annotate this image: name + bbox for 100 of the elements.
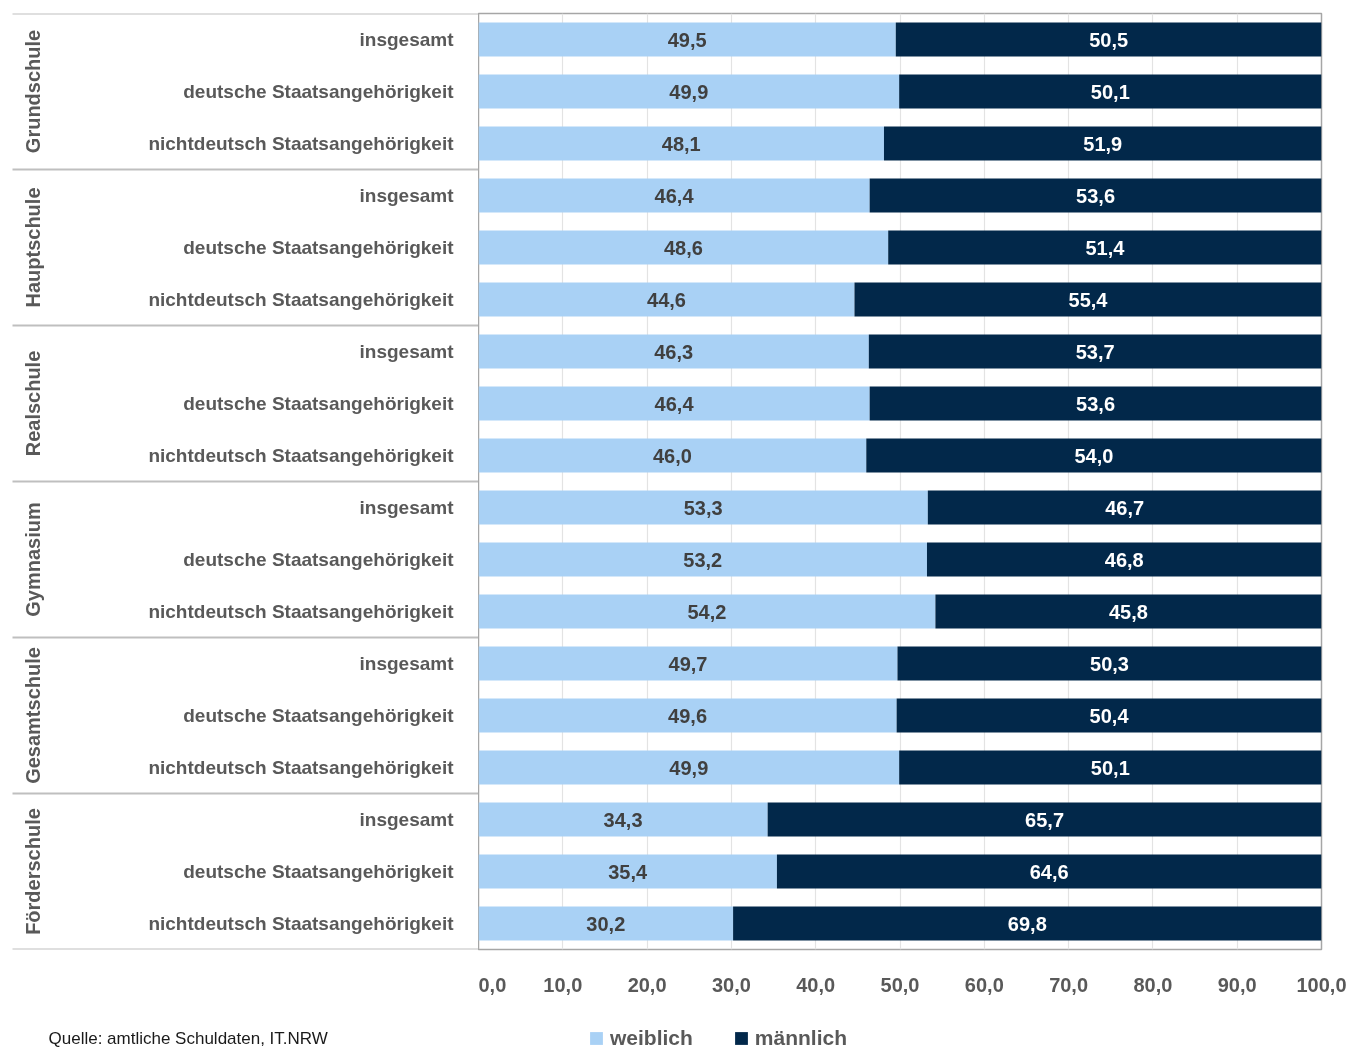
y-tick-label: insgesamt [359,809,455,830]
bar [935,594,1322,629]
bar [899,750,1322,785]
x-tick-label: 10,0 [543,973,583,996]
text: Grundschule [21,29,44,154]
data-label: 30,2 [586,912,626,935]
y-tick-label: deutsche Staatsangehörigkeit [183,861,455,882]
data-label: 50,1 [1090,756,1130,779]
text: Förderschule [21,808,44,935]
bar [478,386,870,421]
bar [866,438,1322,473]
bar [478,22,896,57]
bar [895,22,1322,57]
source-note: Quelle: amtliche Schuldaten, IT.NRW [48,1029,328,1048]
x-tick-label: 80,0 [1133,973,1173,996]
y-tick-label: insgesamt [359,341,455,362]
data-label: 46,3 [654,340,694,363]
data-label: 48,1 [661,132,701,155]
data-label: 54,0 [1074,444,1114,467]
bar [478,230,889,265]
legend-label: männlich [754,1026,848,1050]
data-label: 53,2 [683,548,723,571]
data-label: 44,6 [647,288,686,311]
data-label: 48,6 [663,236,703,259]
text: Gesamtschule [21,647,44,784]
data-label: 65,7 [1025,808,1065,831]
bar [478,802,768,837]
data-label: 46,8 [1104,548,1144,571]
y-tick-label: deutsche Staatsangehörigkeit [183,393,455,414]
x-tick-label: 50,0 [880,973,920,996]
bar [776,854,1322,889]
bar [733,906,1322,941]
data-label: 53,3 [683,496,723,519]
x-tick-label: 70,0 [1049,973,1089,996]
data-label: 53,6 [1076,392,1116,415]
text: Realschule [21,350,44,457]
y-tick-label: nichtdeutsch Staatsangehörigkeit [148,757,455,778]
y-tick-label: insgesamt [359,653,455,674]
x-tick-label: 20,0 [627,973,667,996]
data-label: 50,1 [1090,80,1130,103]
bar [926,542,1322,577]
legend-label: weiblich [610,1026,693,1050]
x-tick-label: 60,0 [964,973,1004,996]
bar [899,74,1322,109]
bar [868,334,1322,369]
bar [478,126,884,161]
bar [883,126,1322,161]
bar [896,698,1322,733]
x-tick-label: 90,0 [1217,973,1257,996]
bar [478,698,897,733]
bar [478,750,900,785]
data-label: 54,2 [687,600,727,623]
data-label: 50,3 [1090,652,1129,675]
y-tick-label: insgesamt [359,29,455,50]
data-label: 35,4 [608,860,649,883]
data-label: 51,4 [1085,236,1126,259]
bar [927,490,1322,525]
y-tick-label: deutsche Staatsangehörigkeit [183,81,455,102]
bar [897,646,1322,681]
y-tick-label: nichtdeutsch Staatsangehörigkeit [148,913,455,934]
data-label: 50,5 [1089,28,1129,51]
data-label: 64,6 [1029,860,1069,883]
data-label: 55,4 [1068,288,1109,311]
text: Hauptschule [21,187,44,308]
data-label: 49,9 [669,756,709,779]
x-tick-label: 100,0 [1296,973,1347,996]
bar [478,334,869,369]
x-tick-label: 0,0 [478,973,507,996]
y-tick-label: nichtdeutsch Staatsangehörigkeit [148,445,455,466]
bar [478,490,928,525]
data-label: 46,4 [654,392,695,415]
y-tick-label: insgesamt [359,497,455,518]
data-label: 69,8 [1007,912,1047,935]
y-tick-label: nichtdeutsch Staatsangehörigkeit [148,133,455,154]
bar [888,230,1322,265]
bar [478,282,855,317]
data-label: 50,4 [1089,704,1130,727]
bar [478,594,936,629]
data-label: 49,5 [667,28,707,51]
y-tick-label: nichtdeutsch Staatsangehörigkeit [148,289,455,310]
data-label: 46,4 [654,184,695,207]
data-label: 49,9 [669,80,709,103]
bar [767,802,1322,837]
data-label: 45,8 [1108,600,1148,623]
x-tick-label: 40,0 [796,973,836,996]
bar [478,906,734,941]
bar [478,74,900,109]
bar [478,438,867,473]
data-label: 46,7 [1105,496,1145,519]
data-label: 53,7 [1075,340,1115,363]
text: Gymnasium [21,502,44,617]
bar [854,282,1322,317]
bar [478,542,927,577]
data-label: 49,7 [668,652,708,675]
data-label: 49,6 [668,704,708,727]
data-label: 53,6 [1076,184,1116,207]
data-label: 46,0 [652,444,692,467]
bar [869,178,1322,213]
y-tick-label: nichtdeutsch Staatsangehörigkeit [148,601,455,622]
data-label: 34,3 [603,808,643,831]
